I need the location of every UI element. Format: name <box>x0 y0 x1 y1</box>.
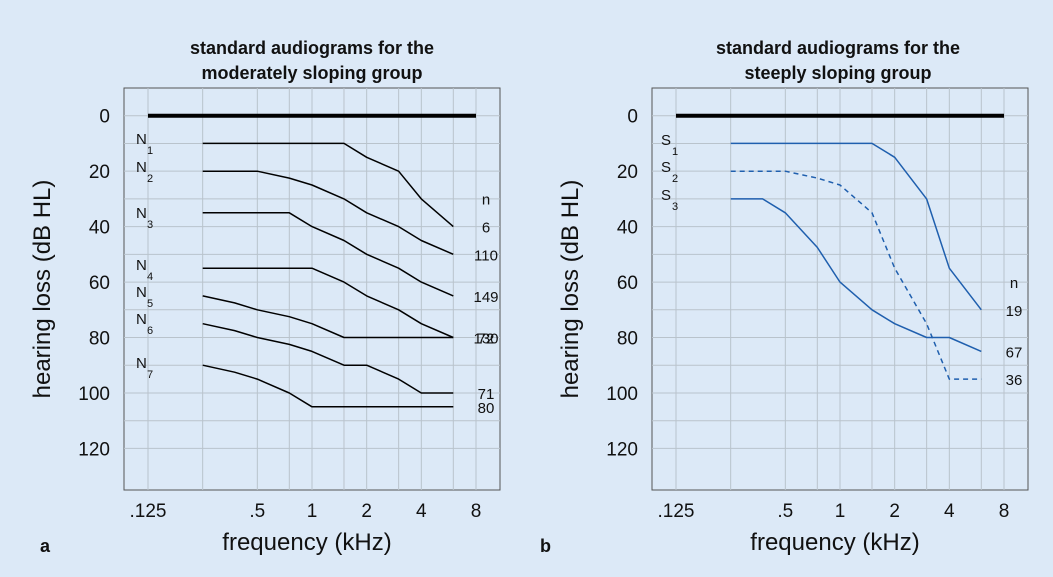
n-count-n1: 6 <box>482 220 490 237</box>
y-tick-label: 20 <box>617 162 638 183</box>
x-axis-label: frequency (kHz) <box>222 529 391 556</box>
x-tick-label: 4 <box>416 501 427 522</box>
series-line-n5 <box>202 295 454 339</box>
series-label-n3: N <box>136 205 147 222</box>
x-tick-label: .125 <box>130 501 167 522</box>
y-tick-label: 60 <box>617 273 638 294</box>
panel-b-steeply-sloping: 0 20 40 60 80 100 120 .125 .5 1 2 4 8 standard audiog… <box>540 38 1029 556</box>
n-count-s1: 19 <box>1006 303 1023 320</box>
series-label-s1: S <box>661 132 671 149</box>
series-label-sub-n2: 2 <box>147 173 153 185</box>
panel-title-line2: moderately sloping group <box>201 63 422 83</box>
series-line-s3 <box>730 198 982 353</box>
n-count-n2: 110 <box>474 247 498 264</box>
series-label-n6: N <box>136 311 147 328</box>
series-label-sub-n6: 6 <box>147 325 153 337</box>
series-line-n4 <box>202 267 454 339</box>
y-axis-label: hearing loss (dB HL) <box>557 180 584 399</box>
x-tick-label: 2 <box>361 501 372 522</box>
x-tick-label: .5 <box>249 501 265 522</box>
panel-letter: a <box>40 536 51 556</box>
series-line-s2 <box>730 170 982 380</box>
panel-letter: b <box>540 536 551 556</box>
panel-title-line1: standard audiograms for the <box>716 38 960 58</box>
series-label-sub-s1: 1 <box>672 146 678 158</box>
n-count-n7: 80 <box>478 400 495 417</box>
y-tick-label: 0 <box>627 107 638 128</box>
y-tick-label: 20 <box>89 162 110 183</box>
series-label-sub-n3: 3 <box>147 219 153 231</box>
x-tick-label: .5 <box>777 501 793 522</box>
series-label-sub-n5: 5 <box>147 298 153 310</box>
y-tick-label: 0 <box>99 107 110 128</box>
series-label-n7: N <box>136 355 147 372</box>
x-tick-label: 1 <box>835 501 846 522</box>
x-tick-label: 8 <box>999 501 1010 522</box>
y-tick-label: 80 <box>89 329 110 350</box>
y-tick-label: 80 <box>617 329 638 350</box>
series-line-s1 <box>730 142 982 311</box>
series-label-s2: S <box>661 159 671 176</box>
n-count-n3: 149 <box>473 289 498 306</box>
x-tick-label: 2 <box>889 501 900 522</box>
series-line-n1 <box>202 142 454 228</box>
series-label-sub-s3: 3 <box>672 201 678 213</box>
panel-a-moderately-sloping: 0 20 40 60 80 100 120 .125 .5 1 2 4 8 standard audiog… <box>29 38 501 556</box>
series-label-n5: N <box>136 284 147 301</box>
y-tick-label: 100 <box>78 384 110 405</box>
n-count-n6: 71 <box>478 386 495 403</box>
x-tick-label: 1 <box>307 501 318 522</box>
series-line-n6 <box>202 322 454 394</box>
n-count-s3: 67 <box>1006 344 1023 361</box>
y-tick-label: 40 <box>617 218 638 239</box>
series-label-sub-n4: 4 <box>147 271 153 283</box>
series-label-sub-s2: 2 <box>672 173 678 185</box>
series-label-sub-n1: 1 <box>147 145 153 157</box>
series-label-n4: N <box>136 257 147 274</box>
x-axis-label: frequency (kHz) <box>750 529 919 556</box>
series-label-s3: S <box>661 187 671 204</box>
n-header: n <box>1010 275 1018 292</box>
y-axis-label: hearing loss (dB HL) <box>29 180 56 399</box>
x-tick-label: 8 <box>471 501 482 522</box>
y-tick-label: 100 <box>606 384 638 405</box>
series-label-n1: N <box>136 131 147 148</box>
n-count-n5: 72 <box>478 331 495 348</box>
panel-title-line1: standard audiograms for the <box>190 38 434 58</box>
series-label-sub-n7: 7 <box>147 369 153 381</box>
series-line-n3 <box>202 212 454 297</box>
y-tick-label: 40 <box>89 218 110 239</box>
series-label-n2: N <box>136 159 147 176</box>
n-count-s2: 36 <box>1006 372 1023 389</box>
y-tick-label: 120 <box>606 439 638 460</box>
series-line-n7 <box>202 364 454 408</box>
panel-title-line2: steeply sloping group <box>744 63 931 83</box>
n-header: n <box>482 192 490 209</box>
y-tick-label: 60 <box>89 273 110 294</box>
n-count-n4: 130 <box>473 331 498 348</box>
x-tick-label: 4 <box>944 501 955 522</box>
y-tick-label: 120 <box>78 439 110 460</box>
series-line-n2 <box>202 170 454 255</box>
x-tick-label: .125 <box>658 501 695 522</box>
